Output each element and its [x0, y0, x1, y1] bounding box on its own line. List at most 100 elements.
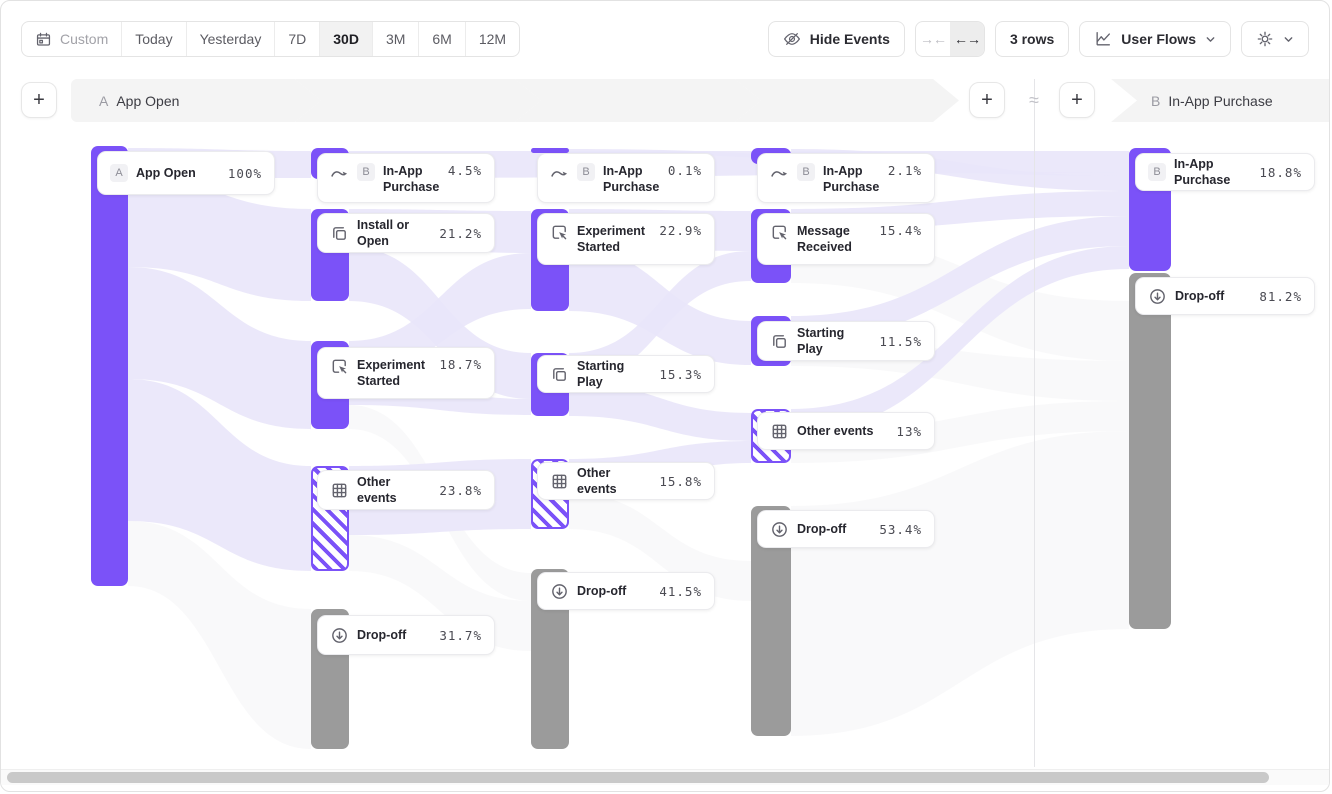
flow-node-card-end-drop-off[interactable]: Drop-off 81.2%: [1135, 277, 1315, 315]
flow-node-value: 22.9%: [659, 223, 702, 238]
copy-icon: [770, 332, 789, 351]
date-range-6m[interactable]: 6M: [419, 22, 466, 56]
flow-node-label: Other events: [357, 474, 397, 505]
flow-node-card-step-2-other-events[interactable]: Other events 15.8%: [537, 462, 715, 500]
flow-node-label: Other events: [797, 423, 874, 438]
date-range-custom[interactable]: Custom: [22, 22, 123, 56]
date-range-30d[interactable]: 30D: [320, 22, 373, 56]
flow-node-card-step-1-drop-off[interactable]: Drop-off 31.7%: [317, 615, 495, 655]
flow-node-label: Drop-off: [577, 583, 627, 598]
flow-node-value: 15.4%: [879, 223, 922, 238]
flow-node-label: Drop-off: [357, 627, 407, 642]
flow-node-label: In-App Purchase: [603, 164, 660, 195]
collapse-arrows-icon[interactable]: →←: [919, 31, 947, 47]
date-range-12m[interactable]: 12M: [466, 22, 519, 56]
flow-bar-end-drop-off[interactable]: [1129, 273, 1171, 629]
start-event-name: App Open: [116, 92, 180, 109]
start-event-band[interactable]: A App Open: [71, 79, 961, 122]
flow-node-value: 41.5%: [659, 583, 702, 599]
forward-arrow-icon: [770, 163, 789, 182]
flow-node-card-step-2-drop-off[interactable]: Drop-off 41.5%: [537, 572, 715, 610]
date-range-label: 30D: [333, 31, 359, 47]
date-range-today[interactable]: Today: [122, 22, 187, 56]
grid-icon: [550, 472, 569, 491]
expand-arrows-icon[interactable]: ←→: [949, 22, 984, 56]
flow-node-value: 18.8%: [1259, 164, 1302, 180]
flow-node-value: 15.3%: [659, 366, 702, 382]
flow-node-label: Starting Play: [577, 358, 625, 389]
flow-node-label: Drop-off: [797, 521, 847, 536]
user-flows-chart-icon: [1094, 30, 1112, 48]
date-range-label: 6M: [432, 31, 452, 47]
rows-button[interactable]: 3 rows: [994, 21, 1070, 57]
end-event-letter: B: [1151, 92, 1161, 109]
forward-arrow-icon: [550, 163, 569, 182]
chevron-down-icon: [1283, 34, 1294, 45]
scrollbar-thumb[interactable]: [7, 772, 1269, 783]
flow-bar-start-app-open[interactable]: [91, 146, 128, 586]
flow-node-card-step-2-starting-play[interactable]: Starting Play 15.3%: [537, 355, 715, 393]
start-event-label: A App Open: [99, 79, 179, 122]
flow-node-value: 31.7%: [439, 627, 482, 643]
flow-node-value: 100%: [227, 165, 262, 181]
calendar-icon: [35, 31, 52, 48]
circle-down-arrow-icon: [1148, 287, 1167, 306]
flow-node-card-end-in-app-purchase[interactable]: B In-App Purchase 18.8%: [1135, 153, 1315, 191]
flow-node-value: 11.5%: [879, 333, 922, 349]
chevron-down-icon: [1205, 34, 1216, 45]
add-step-end-button[interactable]: +: [1059, 82, 1095, 118]
flow-node-card-step-3-message-received[interactable]: Message Received 15.4%: [757, 213, 935, 265]
date-range-3m[interactable]: 3M: [373, 22, 420, 56]
date-range-7d[interactable]: 7D: [275, 22, 321, 56]
end-event-band[interactable]: B In-App Purchase: [1111, 79, 1329, 122]
copy-icon: [330, 224, 349, 243]
hide-events-button[interactable]: Hide Events: [767, 21, 905, 57]
event-badge: B: [797, 163, 815, 181]
event-badge: B: [1148, 163, 1166, 181]
flow-node-value: 2.1%: [887, 163, 922, 178]
date-range-yesterday[interactable]: Yesterday: [187, 22, 276, 56]
flow-bar-step-2-in-app-purchase[interactable]: [531, 148, 569, 153]
toolbar-right-cluster: Hide Events →← ←→ 3 rows User Flows: [767, 21, 1309, 57]
width-toggle-group: →← ←→: [914, 21, 985, 57]
flow-node-card-step-2-in-app-purchase[interactable]: B In-App Purchase 0.1%: [537, 153, 715, 203]
add-step-middle-button[interactable]: +: [969, 82, 1005, 118]
event-badge: A: [110, 164, 128, 182]
flow-node-label: Install or Open: [357, 217, 410, 248]
eye-off-icon: [783, 30, 801, 48]
start-event-letter: A: [99, 92, 109, 109]
copy-icon: [550, 365, 569, 384]
flow-node-label: Message Received: [797, 224, 852, 255]
end-event-label: B In-App Purchase: [1151, 79, 1273, 122]
add-step-start-button[interactable]: +: [21, 82, 57, 118]
flow-node-label: Starting Play: [797, 325, 845, 356]
flow-node-card-step-3-other-events[interactable]: Other events 13%: [757, 412, 935, 450]
event-click-icon: [770, 223, 789, 242]
toolbar: Custom Today Yesterday 7D 30D 3M 6M 12M Hide Ev…: [21, 21, 1309, 57]
date-range-label: 3M: [385, 31, 406, 47]
end-step-divider: [1034, 79, 1035, 767]
flow-node-card-step-2-experiment-started[interactable]: Experiment Started 22.9%: [537, 213, 715, 265]
flow-node-card-step-1-in-app-purchase[interactable]: B In-App Purchase 4.5%: [317, 153, 495, 203]
grid-icon: [770, 422, 789, 441]
flow-node-card-step-1-install-or-open[interactable]: Install or Open 21.2%: [317, 213, 495, 253]
band-segment: [515, 79, 761, 122]
forward-arrow-icon: [330, 163, 349, 182]
flow-node-value: 21.2%: [439, 225, 482, 241]
flow-node-card-step-1-other-events[interactable]: Other events 23.8%: [317, 470, 495, 510]
event-badge: B: [577, 163, 595, 181]
flow-node-label: Experiment Started: [577, 224, 646, 255]
flow-node-card-step-3-in-app-purchase[interactable]: B In-App Purchase 2.1%: [757, 153, 935, 203]
flow-node-card-step-3-starting-play[interactable]: Starting Play 11.5%: [757, 321, 935, 361]
view-selector-button[interactable]: User Flows: [1079, 21, 1231, 57]
settings-button[interactable]: [1241, 21, 1309, 57]
steps-header: + A App Open + ≈ + B In-App Purchase: [1, 79, 1329, 122]
flow-node-card-start-app-open[interactable]: A App Open 100%: [97, 151, 275, 195]
flow-node-value: 15.8%: [659, 473, 702, 489]
band-segment: [735, 79, 959, 122]
flow-node-card-step-1-experiment-started[interactable]: Experiment Started 18.7%: [317, 347, 495, 399]
flow-node-label: In-App Purchase: [383, 164, 440, 195]
flow-node-card-step-3-drop-off[interactable]: Drop-off 53.4%: [757, 510, 935, 548]
flow-node-value: 23.8%: [439, 482, 482, 498]
